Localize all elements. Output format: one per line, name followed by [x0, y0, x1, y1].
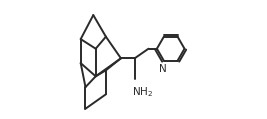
Text: N: N	[159, 64, 167, 74]
Text: NH$_2$: NH$_2$	[132, 85, 153, 99]
